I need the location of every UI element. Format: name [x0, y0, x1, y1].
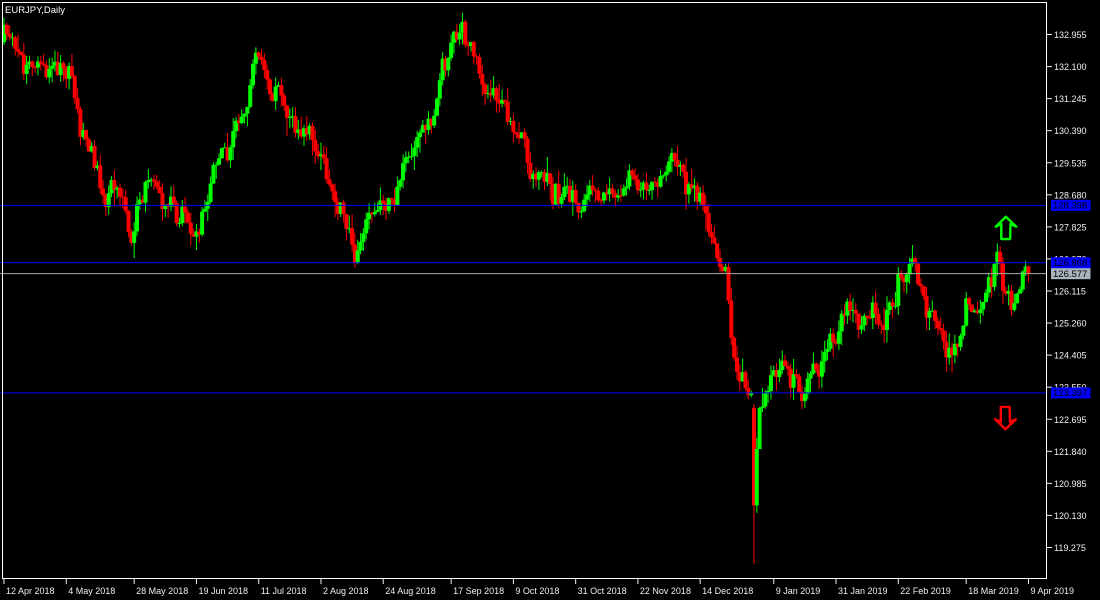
svg-text:120.985: 120.985 [1054, 479, 1087, 489]
svg-text:2 Aug 2018: 2 Aug 2018 [323, 586, 369, 596]
svg-text:19 Jun 2018: 19 Jun 2018 [198, 586, 248, 596]
svg-text:24 Aug 2018: 24 Aug 2018 [385, 586, 436, 596]
svg-text:126.577: 126.577 [1053, 269, 1087, 280]
svg-text:128.398: 128.398 [1053, 201, 1087, 212]
svg-text:11 Jul 2018: 11 Jul 2018 [261, 586, 307, 596]
svg-text:9 Apr 2019: 9 Apr 2019 [1030, 586, 1074, 596]
svg-text:125.260: 125.260 [1054, 319, 1087, 329]
svg-text:18 Mar 2019: 18 Mar 2019 [968, 586, 1019, 596]
svg-text:31 Oct 2018: 31 Oct 2018 [578, 586, 627, 596]
svg-text:EURJPY,Daily: EURJPY,Daily [5, 5, 65, 16]
svg-text:131.245: 131.245 [1054, 94, 1087, 104]
svg-text:22 Nov 2018: 22 Nov 2018 [640, 586, 691, 596]
svg-text:121.840: 121.840 [1054, 447, 1087, 457]
svg-text:127.825: 127.825 [1054, 222, 1087, 232]
svg-text:124.405: 124.405 [1054, 351, 1087, 361]
svg-text:128.680: 128.680 [1054, 190, 1087, 200]
svg-text:129.535: 129.535 [1054, 158, 1087, 168]
svg-text:130.390: 130.390 [1054, 126, 1087, 136]
svg-text:9 Jan 2019: 9 Jan 2019 [776, 586, 821, 596]
svg-text:126.868: 126.868 [1053, 258, 1087, 269]
svg-text:132.100: 132.100 [1054, 62, 1087, 72]
svg-text:120.130: 120.130 [1054, 511, 1087, 521]
svg-text:31 Jan 2019: 31 Jan 2019 [838, 586, 888, 596]
svg-text:123.397: 123.397 [1053, 388, 1087, 399]
svg-text:122.695: 122.695 [1054, 415, 1087, 425]
svg-text:4 May 2018: 4 May 2018 [68, 586, 115, 596]
svg-text:17 Sep 2018: 17 Sep 2018 [453, 586, 504, 596]
svg-text:119.275: 119.275 [1054, 543, 1086, 553]
svg-text:22 Feb 2019: 22 Feb 2019 [900, 586, 951, 596]
svg-text:9 Oct 2018: 9 Oct 2018 [515, 586, 559, 596]
svg-text:132.955: 132.955 [1054, 30, 1087, 40]
svg-text:12 Apr 2018: 12 Apr 2018 [6, 586, 55, 596]
svg-text:126.115: 126.115 [1054, 287, 1086, 297]
svg-text:14 Dec 2018: 14 Dec 2018 [702, 586, 753, 596]
svg-text:28 May 2018: 28 May 2018 [136, 586, 188, 596]
